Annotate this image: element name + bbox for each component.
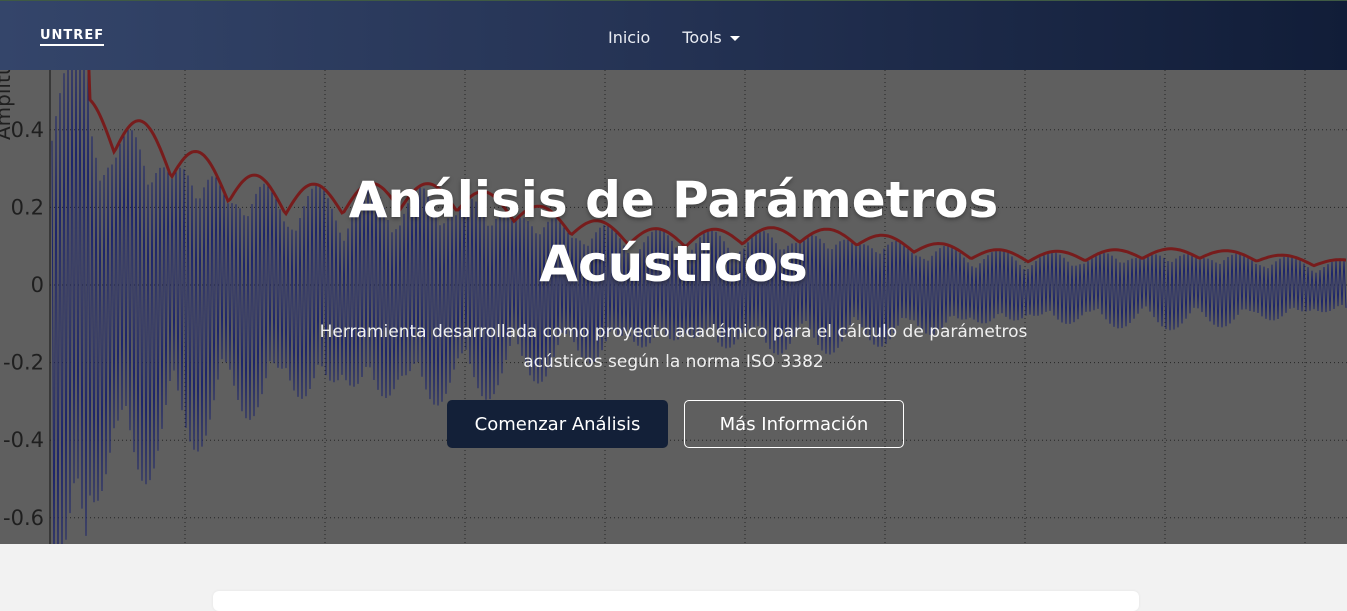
hero-title-line-2: Acústicos — [539, 235, 808, 293]
nav-links: Inicio Tools — [608, 25, 740, 49]
hero-title: Análisis de Parámetros Acústicos — [0, 168, 1347, 296]
y-tick-label: -0.4 — [3, 428, 44, 452]
y-tick-label: 0 — [31, 273, 44, 297]
hero-subtitle-line-1: Herramienta desarrollada como proyecto a… — [319, 322, 1028, 342]
y-tick-label: 0.2 — [11, 195, 44, 219]
caret-down-icon — [729, 35, 740, 41]
y-tick-label: -0.6 — [3, 506, 44, 530]
nav-link-inicio[interactable]: Inicio — [608, 27, 651, 47]
signal-envelope — [87, 70, 1347, 268]
y-axis-label: Amplitud — [0, 70, 15, 140]
nav-dropdown-tools[interactable]: Tools — [682, 27, 740, 47]
hero-overlay — [0, 70, 1347, 544]
hero-title-line-1: Análisis de Parámetros — [348, 171, 999, 229]
hero-subtitle: Herramienta desarrollada como proyecto a… — [300, 317, 1047, 377]
background-waveform-plot: 0.4 0.2 0 -0.2 -0.4 -0.6 Amplitud — [0, 70, 1347, 544]
hero-subtitle-line-2: acústicos según la norma ISO 3382 — [523, 352, 824, 372]
more-info-button[interactable]: Más Información — [684, 400, 904, 448]
brand-logo[interactable]: UNTREF — [40, 28, 105, 46]
signal-waveform — [51, 70, 1347, 544]
top-navbar: UNTREF Inicio Tools — [0, 0, 1347, 70]
content-card — [213, 591, 1139, 611]
hero-section: 0.4 0.2 0 -0.2 -0.4 -0.6 Amplitud Análisis de… — [0, 70, 1347, 544]
start-analysis-button[interactable]: Comenzar Análisis — [447, 400, 668, 448]
y-tick-label: 0.4 — [11, 118, 44, 142]
y-tick-label: -0.2 — [3, 351, 44, 375]
y-tick-labels: 0.4 0.2 0 -0.2 -0.4 -0.6 — [3, 118, 44, 530]
nav-link-tools[interactable]: Tools — [682, 27, 722, 47]
